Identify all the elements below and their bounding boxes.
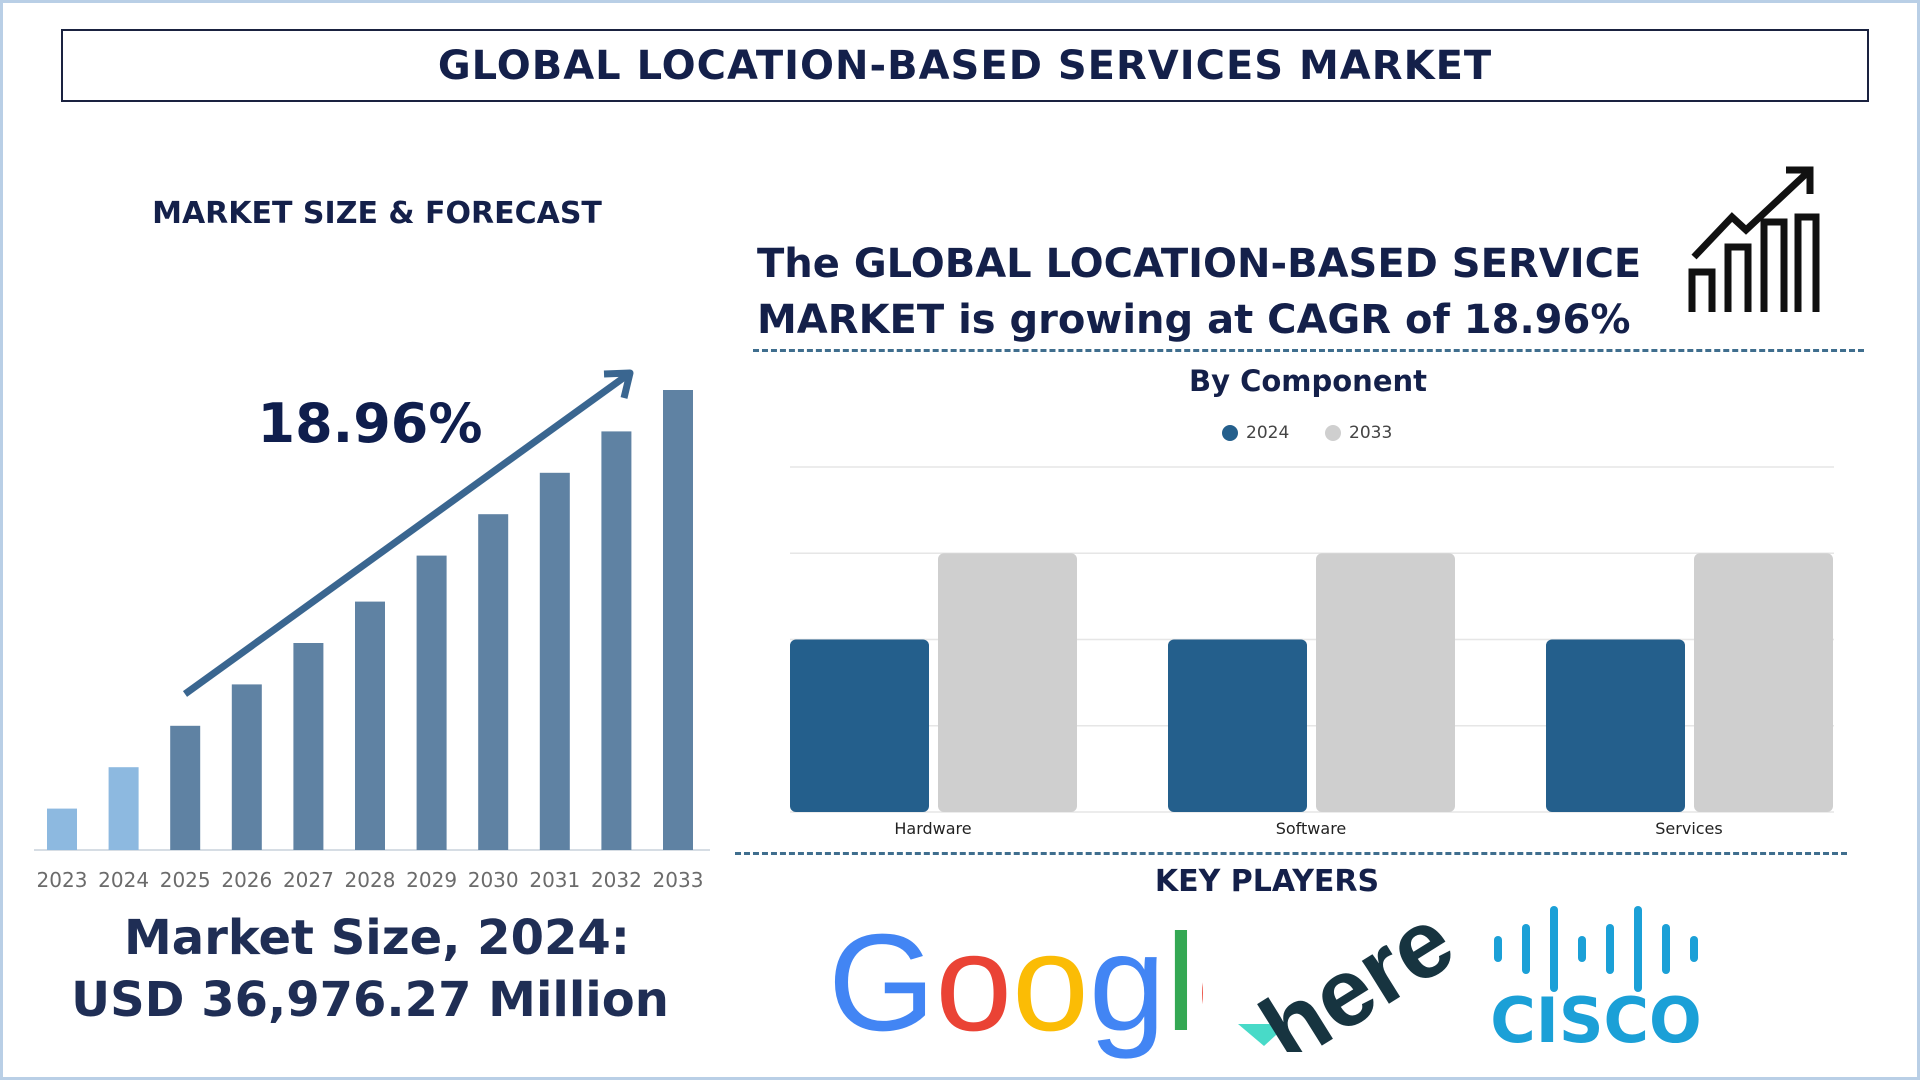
legend-item-2033: 2033 xyxy=(1325,423,1392,443)
year-label: 2025 xyxy=(159,868,211,892)
bar-2031 xyxy=(539,472,570,850)
year-label: 2028 xyxy=(344,868,396,892)
bar-services-2033 xyxy=(1694,553,1833,812)
legend-item-2024: 2024 xyxy=(1222,423,1289,443)
legend-label: 2033 xyxy=(1349,423,1393,443)
legend-swatch-2033 xyxy=(1325,425,1341,441)
year-label: 2032 xyxy=(590,868,642,892)
headline-line-2: MARKET is growing at CAGR of 18.96% xyxy=(757,297,1631,343)
year-label: 2026 xyxy=(221,868,273,892)
cisco-logo: CISCO xyxy=(1490,906,1702,1045)
bar-software-2033 xyxy=(1316,553,1455,812)
category-label: Software xyxy=(1275,819,1347,838)
bar-2033 xyxy=(663,390,693,850)
bar-hardware-2033 xyxy=(938,553,1077,812)
component-chart xyxy=(790,466,1834,813)
year-label: 2024 xyxy=(98,868,150,892)
year-label: 2027 xyxy=(282,868,334,892)
legend-swatch-2024 xyxy=(1222,425,1238,441)
bar-2026 xyxy=(231,684,262,850)
bar-2024 xyxy=(108,767,139,850)
bar-2027 xyxy=(293,643,324,850)
svg-text:CISCO: CISCO xyxy=(1490,984,1701,1045)
bar-software-2024 xyxy=(1168,639,1307,812)
component-chart-title: By Component xyxy=(1188,364,1428,398)
headline-line-1: The GLOBAL LOCATION-BASED SERVICE xyxy=(757,241,1642,287)
google-logo: Google xyxy=(828,920,1203,1060)
growth-chart-icon xyxy=(1688,166,1820,312)
page-title: GLOBAL LOCATION-BASED SERVICES MARKET xyxy=(61,29,1869,102)
market-size-label: Market Size, 2024: xyxy=(124,910,630,966)
divider-bottom xyxy=(735,852,1847,855)
category-label: Hardware xyxy=(894,819,972,838)
svg-text:here: here xyxy=(1243,912,1451,1052)
growth-arrow xyxy=(182,373,629,697)
cagr-annotation: 18.96% xyxy=(257,392,483,455)
market-size-value: USD 36,976.27 Million xyxy=(71,972,669,1028)
year-label: 2023 xyxy=(36,868,88,892)
bar-hardware-2024 xyxy=(790,639,929,812)
legend-label: 2024 xyxy=(1246,423,1290,443)
year-label: 2033 xyxy=(652,868,704,892)
bar-2023 xyxy=(47,808,77,850)
bar-2030 xyxy=(478,514,509,850)
market-size-heading: MARKET SIZE & FORECAST xyxy=(152,196,602,231)
year-label: 2030 xyxy=(467,868,519,892)
bar-2029 xyxy=(416,555,447,850)
year-label: 2029 xyxy=(406,868,458,892)
year-label: 2031 xyxy=(529,868,581,892)
divider-top xyxy=(753,349,1864,352)
bar-services-2024 xyxy=(1546,639,1685,812)
market-forecast-chart xyxy=(34,369,710,851)
bar-2028 xyxy=(355,601,385,850)
cagr-headline: The GLOBAL LOCATION-BASED SERVICE MARKET… xyxy=(757,236,1641,348)
category-label: Services xyxy=(1655,819,1723,838)
bar-2032 xyxy=(601,431,632,850)
bar-2025 xyxy=(170,725,201,850)
key-players-heading: KEY PLAYERS xyxy=(1154,864,1380,899)
arrow-head xyxy=(603,369,634,399)
svg-text:Google: Google xyxy=(828,920,1203,1060)
here-logo: here xyxy=(1238,912,1451,1052)
